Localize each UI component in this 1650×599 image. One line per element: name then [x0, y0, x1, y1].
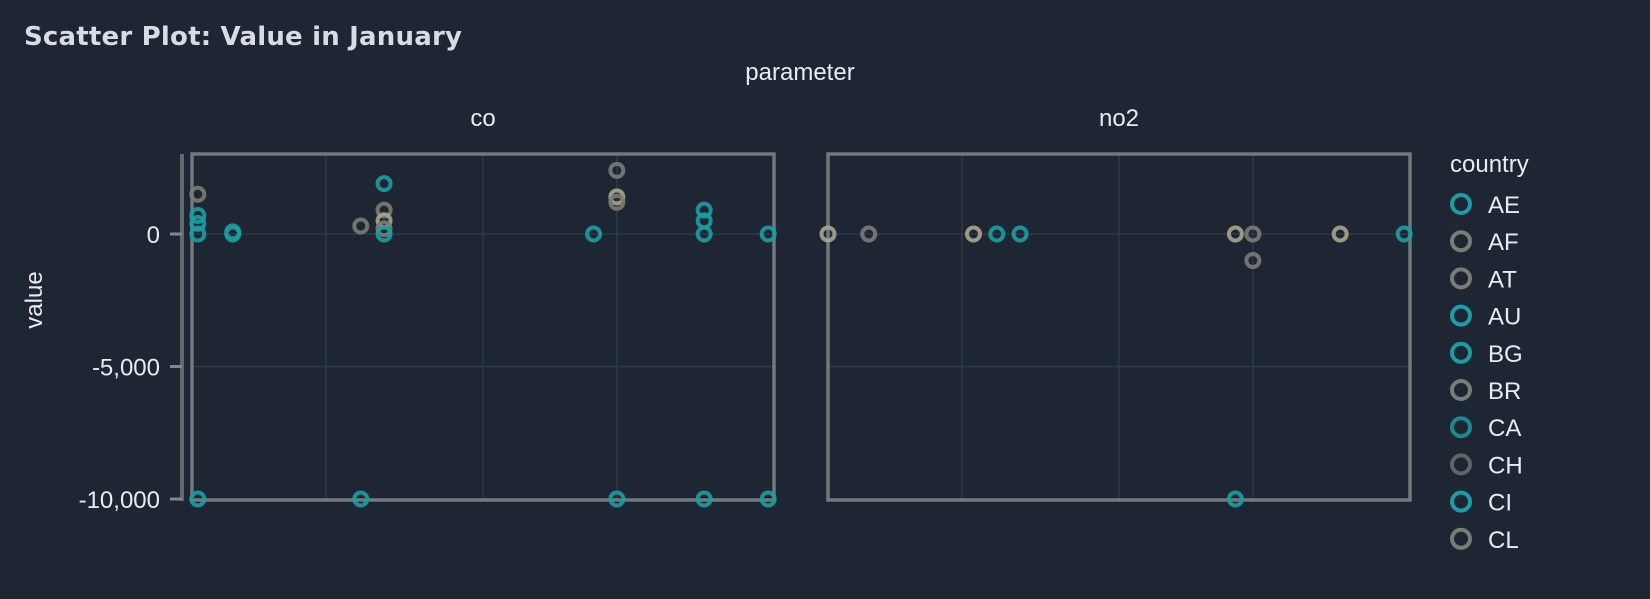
data-point	[189, 185, 207, 203]
y-axis-label: value	[21, 271, 48, 328]
legend-title: country	[1450, 151, 1529, 178]
legend-label-at: AT	[1488, 266, 1517, 293]
facet-title-no2: no2	[1099, 105, 1139, 132]
data-point	[189, 490, 207, 508]
data-point	[695, 490, 713, 508]
legend-label-ae: AE	[1488, 192, 1520, 219]
data-point	[375, 201, 393, 219]
chart-title: Scatter Plot: Value in January	[24, 22, 463, 52]
data-point	[189, 214, 207, 232]
data-point	[759, 225, 777, 243]
facet-axis-label: parameter	[745, 59, 854, 86]
data-point	[608, 161, 626, 179]
y-tick-label: -5,000	[92, 355, 160, 382]
data-point	[375, 175, 393, 193]
data-point	[1226, 225, 1244, 243]
data-point	[189, 206, 207, 224]
legend-label-ch: CH	[1488, 452, 1523, 479]
data-point	[965, 225, 982, 243]
data-point	[695, 225, 713, 243]
data-point	[1395, 225, 1413, 243]
data-point	[352, 490, 370, 508]
data-point	[375, 225, 393, 243]
legend-label-af: AF	[1488, 229, 1519, 256]
data-point	[1244, 252, 1262, 269]
legend-marker-at	[1450, 267, 1472, 290]
legend-label-au: AU	[1488, 304, 1521, 331]
data-point	[189, 225, 207, 243]
legend-label-cl: CL	[1488, 527, 1519, 554]
facet-title-co: co	[470, 105, 495, 132]
legend-label-ci: CI	[1488, 490, 1512, 517]
legend-label-ca: CA	[1488, 415, 1521, 442]
data-point	[1226, 490, 1244, 508]
data-point	[695, 212, 713, 230]
data-point	[759, 490, 777, 508]
y-tick-label: 0	[147, 222, 160, 249]
data-point	[1011, 225, 1029, 243]
legend-marker-ci	[1450, 490, 1472, 513]
data-point	[819, 225, 837, 243]
data-point	[224, 223, 242, 241]
legend-label-br: BR	[1488, 378, 1521, 405]
data-point	[1331, 225, 1349, 243]
legend-label-bg: BG	[1488, 341, 1523, 368]
legend-marker-br	[1450, 379, 1472, 401]
data-point	[695, 201, 713, 219]
legend-marker-ae	[1450, 193, 1472, 215]
data-point	[1244, 225, 1262, 243]
facet-frame-no2	[826, 152, 1412, 502]
facet-frame-co	[190, 152, 776, 502]
data-point	[352, 217, 370, 235]
data-point	[988, 225, 1006, 243]
legend-marker-cl	[1450, 527, 1472, 550]
data-point	[608, 490, 626, 508]
data-point	[608, 193, 626, 211]
y-tick-label: -10,000	[79, 487, 160, 514]
legend-marker-ca	[1450, 416, 1472, 439]
legend-marker-bg	[1450, 341, 1472, 364]
legend-marker-au	[1450, 304, 1472, 327]
legend-marker-ch	[1450, 453, 1472, 476]
data-point	[860, 225, 878, 243]
data-point	[585, 225, 603, 243]
legend-marker-af	[1450, 230, 1472, 253]
